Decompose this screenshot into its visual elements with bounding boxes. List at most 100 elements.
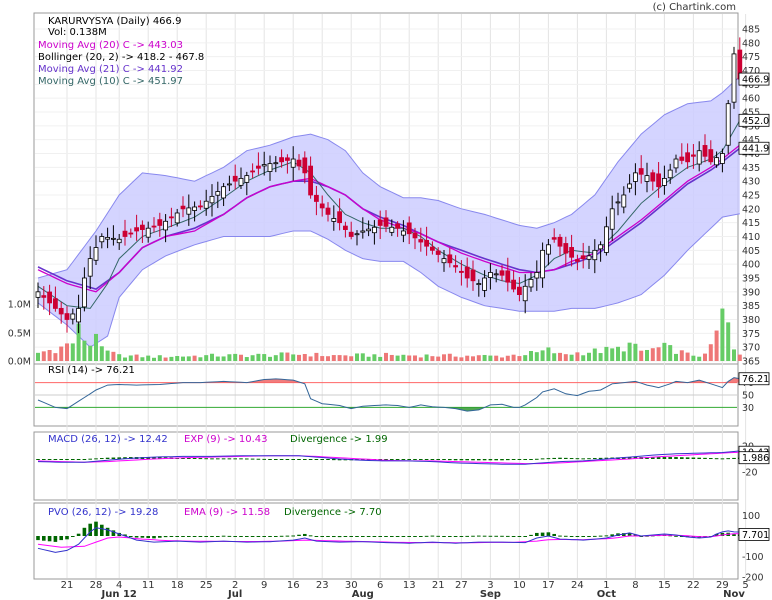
macd-divergence-bar bbox=[221, 458, 226, 460]
pvo-divergence-bar bbox=[482, 535, 487, 537]
candle-down bbox=[53, 298, 58, 309]
candle-up bbox=[70, 313, 76, 320]
volume-bar bbox=[262, 354, 267, 361]
macd-divergence-bar bbox=[622, 457, 626, 459]
pvo-divergence-bar bbox=[517, 536, 522, 537]
pvo-divergence-bar bbox=[245, 536, 249, 537]
x-tick-label: 18 bbox=[171, 580, 184, 591]
macd-divergence-bar bbox=[210, 458, 214, 460]
candle-down bbox=[302, 157, 308, 174]
candle-up bbox=[366, 228, 372, 232]
macd-divergence-bar bbox=[477, 459, 481, 461]
pvo-divergence-bar bbox=[436, 535, 440, 537]
macd-legend: MACD (26, 12) -> 12.42 EXP (9) -> 10.43 … bbox=[48, 434, 388, 445]
volume-bar bbox=[314, 352, 319, 361]
macd-divergence-bar bbox=[268, 459, 272, 460]
rsi-tick-label: 30 bbox=[742, 403, 754, 414]
candle-down bbox=[447, 254, 453, 264]
candle-up bbox=[540, 249, 545, 279]
pvo-divergence-bar bbox=[488, 535, 493, 537]
candle-up bbox=[609, 208, 615, 230]
macd-divergence-bar bbox=[668, 457, 672, 459]
candle-up bbox=[221, 186, 227, 199]
volume-bar bbox=[604, 346, 609, 361]
candle-up bbox=[725, 103, 731, 146]
candle-down bbox=[41, 295, 47, 298]
macd-divergence-bar bbox=[407, 459, 411, 460]
macd-legend-macd: MACD (26, 12) -> 12.42 bbox=[48, 434, 168, 445]
volume-bar bbox=[546, 347, 551, 361]
volume-bar bbox=[436, 356, 441, 361]
macd-divergence-bar bbox=[442, 459, 446, 460]
x-tick-label: 6 bbox=[377, 580, 383, 591]
volume-tick-label: 0.5M bbox=[8, 329, 31, 340]
pvo-divergence-bar bbox=[105, 527, 110, 536]
candle-down bbox=[708, 149, 714, 163]
candle-up bbox=[476, 283, 482, 286]
price-last-label: 452.0 bbox=[742, 116, 769, 127]
candle-down bbox=[47, 291, 52, 304]
pvo-divergence-bar bbox=[413, 536, 417, 537]
volume-bar bbox=[215, 356, 220, 361]
volume-bar bbox=[633, 343, 638, 361]
volume-bar bbox=[627, 342, 632, 361]
macd-divergence-bar bbox=[291, 459, 295, 460]
candle-up bbox=[633, 172, 638, 182]
macd-divergence-bar bbox=[604, 457, 609, 459]
candle-down bbox=[383, 217, 389, 227]
volume-bar bbox=[53, 353, 58, 361]
candle-down bbox=[638, 168, 644, 175]
candle-up bbox=[290, 158, 296, 168]
macd-divergence-bar bbox=[187, 457, 191, 459]
candle-down bbox=[348, 231, 354, 237]
candle-up bbox=[105, 237, 110, 240]
volume-bar bbox=[714, 330, 719, 361]
ticker-title: KARURVYSYA (Daily) 466.9 bbox=[48, 16, 181, 27]
pvo-divergence-bar bbox=[65, 536, 69, 540]
candle-up bbox=[400, 230, 406, 236]
volume-bar bbox=[186, 356, 191, 361]
x-tick-label: 13 bbox=[403, 580, 416, 591]
volume-bar bbox=[65, 343, 69, 361]
volume-bar bbox=[239, 354, 243, 361]
pvo-divergence-bar bbox=[192, 536, 197, 537]
bollinger-band-fill bbox=[38, 76, 740, 348]
pvo-divergence-bar bbox=[714, 533, 719, 536]
candle-down bbox=[650, 172, 656, 182]
price-tick-label: 480 bbox=[742, 38, 760, 49]
price-tick-label: 380 bbox=[742, 315, 760, 326]
pvo-divergence-bar bbox=[511, 536, 516, 537]
x-tick-label: 15 bbox=[658, 580, 671, 591]
pvo-divergence-bar bbox=[262, 536, 266, 537]
x-tick-label: 24 bbox=[571, 580, 584, 591]
pvo-divergence-bar bbox=[529, 534, 533, 536]
x-month-label: Jun 12 bbox=[101, 589, 137, 600]
volume-text: Vol: 0.138M bbox=[48, 27, 107, 38]
volume-bar bbox=[575, 352, 580, 361]
x-tick-label: 27 bbox=[455, 580, 468, 591]
pvo-divergence-bar bbox=[366, 536, 371, 537]
candle-down bbox=[128, 232, 134, 235]
bollinger-lower-line bbox=[37, 213, 740, 348]
pvo-divergence-bar bbox=[569, 536, 574, 537]
pvo-divergence-bar bbox=[42, 536, 46, 541]
pvo-divergence-bar bbox=[361, 536, 365, 537]
pvo-divergence-bar bbox=[546, 532, 551, 536]
pvo-divergence-bar bbox=[320, 536, 324, 537]
candle-up bbox=[111, 237, 116, 240]
pvo-divergence-bar bbox=[303, 533, 307, 536]
price-last-label: 466.9 bbox=[742, 75, 769, 86]
volume-bar bbox=[395, 355, 400, 361]
macd-divergence-bar bbox=[401, 459, 406, 460]
candle-up bbox=[273, 162, 279, 165]
macd-divergence-bar bbox=[53, 459, 58, 460]
candle-down bbox=[377, 219, 383, 226]
candle-up bbox=[163, 220, 169, 231]
macd-divergence-bar bbox=[285, 459, 290, 460]
volume-bar bbox=[360, 353, 365, 361]
volume-bar bbox=[558, 352, 562, 361]
pvo-divergence-bar bbox=[100, 524, 104, 536]
macd-divergence-bar bbox=[436, 459, 440, 460]
volume-bar bbox=[94, 333, 98, 361]
macd-divergence-bar bbox=[558, 457, 562, 459]
